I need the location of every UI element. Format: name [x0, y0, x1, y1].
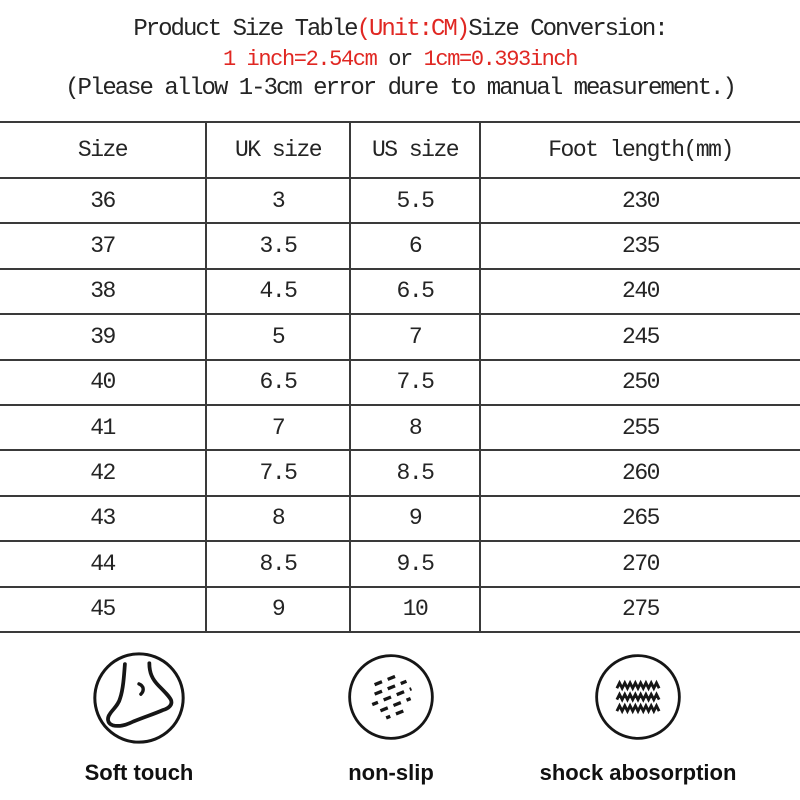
cell-uk-size: 7.5: [206, 450, 351, 497]
shock-absorption-icon: [594, 654, 682, 746]
cell-uk-size: 5: [206, 314, 351, 361]
table-row: 39 5 7 245: [0, 314, 800, 361]
cell-us-size: 7: [350, 314, 481, 361]
table-row: 42 7.5 8.5 260: [0, 450, 800, 497]
table-row: 38 4.5 6.5 240: [0, 268, 800, 316]
conversion-inch-to-cm: 1 inch=2.54cm: [222, 47, 378, 72]
cell-foot-length: 235: [480, 223, 800, 270]
table-row: 37 3.5 6 235: [0, 223, 800, 270]
cell-us-size: 5.5: [350, 178, 481, 225]
column-header-uk-size: UK size: [206, 121, 351, 179]
cell-uk-size: 4.5: [206, 268, 351, 316]
cell-size: 39: [0, 314, 207, 361]
page-title: Product Size Table(Unit:CM)Size Conversi…: [0, 14, 800, 45]
cell-foot-length: 240: [480, 268, 800, 316]
table-row: 43 8 9 265: [0, 495, 800, 543]
cell-uk-size: 8.5: [206, 541, 351, 588]
cell-us-size: 9.5: [350, 541, 481, 588]
cell-uk-size: 8: [206, 495, 351, 543]
conversion-cm-to-inch: 1cm=0.393inch: [423, 47, 579, 72]
cell-foot-length: 260: [480, 450, 800, 497]
title-part1: Product Size Table: [133, 16, 358, 43]
cell-us-size: 6.5: [350, 268, 481, 316]
table-row: 45 9 10 275: [0, 586, 800, 633]
cell-foot-length: 245: [480, 314, 800, 361]
feature-badges: Soft touch non-slip: [0, 648, 800, 800]
cell-uk-size: 6.5: [206, 359, 351, 406]
cell-size: 37: [0, 223, 207, 270]
cell-uk-size: 7: [206, 404, 351, 452]
table-header-row: Size UK size US size Foot length(mm): [0, 121, 800, 179]
table-row: 44 8.5 9.5 270: [0, 541, 800, 588]
column-header-us-size: US size: [350, 121, 481, 179]
table-row: 41 7 8 255: [0, 404, 800, 452]
cell-foot-length: 230: [480, 178, 800, 225]
feature-non-slip: non-slip: [291, 648, 491, 785]
title-unit: (Unit:CM): [356, 16, 471, 43]
foot-icon: [92, 652, 186, 750]
cell-size: 44: [0, 541, 207, 588]
cell-foot-length: 265: [480, 495, 800, 543]
measurement-note: (Please allow 1-3cm error dure to manual…: [65, 75, 737, 102]
column-header-size: Size: [0, 121, 207, 179]
cell-size: 40: [0, 359, 207, 406]
cell-us-size: 6: [350, 223, 481, 270]
cell-size: 43: [0, 495, 207, 543]
non-slip-icon: [347, 654, 435, 746]
cell-size: 45: [0, 586, 207, 633]
size-table-body: 36 3 5.5 230 37 3.5 6 235 38 4.5 6.5 240…: [0, 178, 800, 633]
size-table: Size UK size US size Foot length(mm) 36 …: [0, 121, 800, 633]
cell-uk-size: 3.5: [206, 223, 351, 270]
cell-size: 38: [0, 268, 207, 316]
cell-us-size: 8.5: [350, 450, 481, 497]
cell-size: 42: [0, 450, 207, 497]
size-table-header: Size UK size US size Foot length(mm): [0, 121, 800, 179]
cell-foot-length: 255: [480, 404, 800, 452]
cell-uk-size: 3: [206, 178, 351, 225]
feature-shock-absorption: shock abosorption: [528, 648, 748, 785]
cell-us-size: 9: [350, 495, 481, 543]
feature-label-soft-touch: Soft touch: [84, 760, 194, 785]
cell-us-size: 10: [350, 586, 481, 633]
cell-size: 41: [0, 404, 207, 452]
conversion-or: or: [376, 47, 424, 72]
title-part2: Size Conversion:: [468, 16, 668, 43]
conversion-line: 1 inch=2.54cm or 1cm=0.393inch: [0, 45, 800, 74]
cell-us-size: 8: [350, 404, 481, 452]
cell-us-size: 7.5: [350, 359, 481, 406]
cell-foot-length: 275: [480, 586, 800, 633]
feature-label-shock-absorption: shock abosorption: [539, 760, 737, 785]
header: Product Size Table(Unit:CM)Size Conversi…: [0, 14, 800, 104]
cell-uk-size: 9: [206, 586, 351, 633]
cell-size: 36: [0, 178, 207, 225]
cell-foot-length: 270: [480, 541, 800, 588]
column-header-foot-length: Foot length(mm): [480, 121, 800, 179]
cell-foot-length: 250: [480, 359, 800, 406]
feature-soft-touch: Soft touch: [39, 648, 239, 785]
table-row: 36 3 5.5 230: [0, 178, 800, 225]
feature-label-non-slip: non-slip: [348, 760, 434, 785]
table-row: 40 6.5 7.5 250: [0, 359, 800, 406]
